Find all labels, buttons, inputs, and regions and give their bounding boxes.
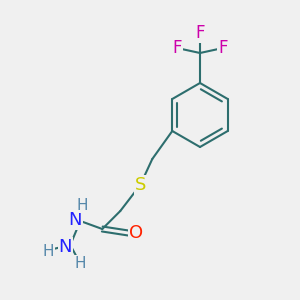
Text: H: H xyxy=(74,256,86,271)
Text: O: O xyxy=(129,224,143,242)
Text: S: S xyxy=(135,176,146,194)
Text: N: N xyxy=(58,238,72,256)
Text: F: F xyxy=(172,39,182,57)
Text: H: H xyxy=(76,197,88,212)
Text: F: F xyxy=(195,24,205,42)
Text: F: F xyxy=(218,39,228,57)
Text: N: N xyxy=(68,211,82,229)
Text: H: H xyxy=(43,244,54,259)
